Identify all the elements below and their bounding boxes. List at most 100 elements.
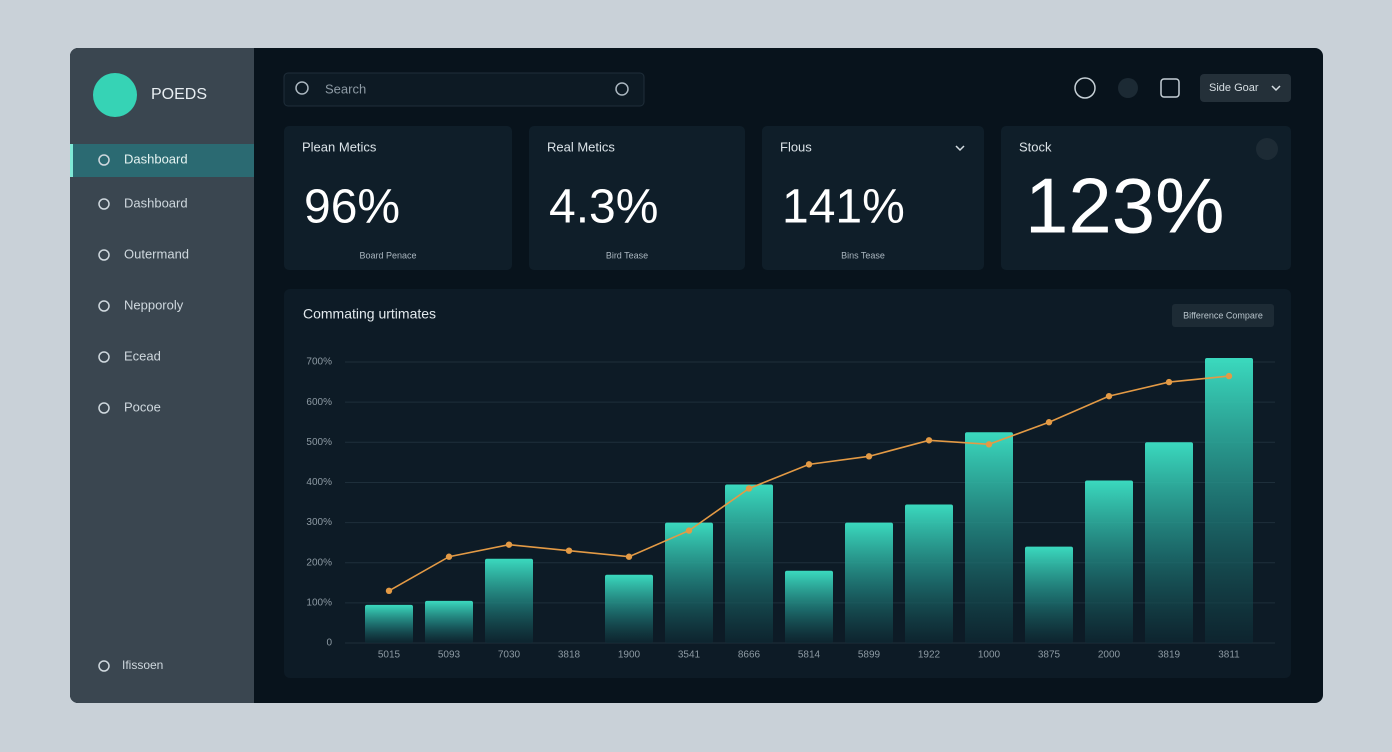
y-tick-label: 700% [306,357,332,368]
card-caption: Bird Tease [606,250,648,260]
card-caption: Bins Tease [841,250,885,260]
line-dot [745,485,753,492]
bar [605,574,653,643]
bar [965,432,1013,643]
nav-icon [98,351,110,363]
search-action[interactable] [615,82,629,96]
line-dot [505,541,513,548]
x-tick-label: 3818 [558,650,581,661]
line-dot [865,453,873,460]
nav-icon [98,660,110,672]
nav-item[interactable]: Ecead [124,348,161,363]
line-dot [685,527,693,534]
nav-active [70,144,254,177]
card-title: Plean Metics [302,139,377,154]
x-tick-label: 2000 [1098,650,1121,661]
line-dot [925,437,933,444]
sidebar [70,48,254,703]
search-box[interactable] [283,72,645,107]
search-placeholder: Search [325,81,366,96]
nav: Dashboard Dashboard Outermand Nepporoly Ecea… [98,151,189,414]
nav-icon [98,402,110,414]
card-value: 123% [1025,162,1225,250]
metric-card [529,126,745,270]
metric-card [284,126,512,270]
card-title: Stock [1019,139,1052,154]
nav-footer[interactable]: Ifissoen [122,658,163,672]
nav-icon [98,300,110,312]
card-caret [955,145,965,152]
bar [1145,442,1193,643]
chart-button-label: Bifference Compare [1183,310,1263,320]
bar [1025,546,1073,643]
line-dot [985,441,993,448]
bar [905,504,953,643]
y-tick-label: 500% [306,437,332,448]
icon-button[interactable] [1118,78,1138,98]
line-dot [1045,419,1053,426]
x-tick-label: 8666 [738,650,761,661]
card-action[interactable] [1256,138,1278,160]
y-tick-label: 100% [306,598,332,609]
nav-icon [98,249,110,261]
logo-text: POEDS [151,86,207,103]
metric-card [762,126,984,270]
nav-active-edge [70,144,73,177]
x-tick-label: 5814 [798,650,821,661]
nav-item[interactable]: Nepporoly [124,297,184,312]
chart-title: Commating urtimates [303,306,436,322]
x-tick-label: 1922 [918,650,941,661]
line-dot [1105,392,1113,400]
bar [665,522,713,643]
x-tick-label: 3819 [1158,650,1181,661]
logo-icon [93,73,137,117]
cards: Plean Metics 96% Board Penace Real Metics 4.… [284,126,1291,270]
x-tick-label: 1000 [978,650,1001,661]
line-dot [625,553,633,560]
line-dot [1225,372,1233,380]
icon-button[interactable] [1160,78,1180,98]
nav-item[interactable]: Pocoe [124,399,161,414]
bar [1205,358,1253,643]
nav-item[interactable]: Dashboard [124,195,188,210]
card-value: 96% [304,181,400,234]
x-tick-label: 1900 [618,650,641,661]
line-dot [445,553,453,560]
card-value: 4.3% [549,181,658,234]
nav-icon [98,154,110,166]
chart-button[interactable] [1172,304,1274,327]
plot: 0 100% 200% 300% 400% 500% 600% 700% 5015 5093 703… [306,357,1275,661]
x-tick-label: 7030 [498,650,521,661]
bar [425,600,473,643]
y-tick-label: 200% [306,557,332,568]
icon-button[interactable] [1074,77,1096,99]
x-tick-label: 3541 [678,650,701,661]
dropdown[interactable] [1200,74,1291,102]
line-dot [1165,378,1173,386]
bar [365,604,413,643]
bar [485,558,533,643]
y-tick-label: 600% [306,397,332,408]
metric-card [1001,126,1291,270]
bar [725,484,773,643]
nav-item[interactable]: Dashboard [124,151,188,166]
bar [845,522,893,643]
y-tick-label: 0 [326,638,332,649]
y-tick-label: 400% [306,477,332,488]
x-tick-label: 5015 [378,650,401,661]
nav-icon [98,198,110,210]
nav-item[interactable]: Outermand [124,246,189,261]
bar [1085,480,1133,643]
y-tick-label: 300% [306,517,332,528]
line-dot [805,461,813,468]
x-tick-label: 5899 [858,650,881,661]
line-dot [565,547,573,554]
x-tick-label: 5093 [438,650,461,661]
card-value: 141% [782,181,905,234]
dropdown-caret [1271,85,1281,92]
bar [785,570,833,643]
card-caption: Board Penace [359,250,416,260]
search-icon [295,81,309,95]
